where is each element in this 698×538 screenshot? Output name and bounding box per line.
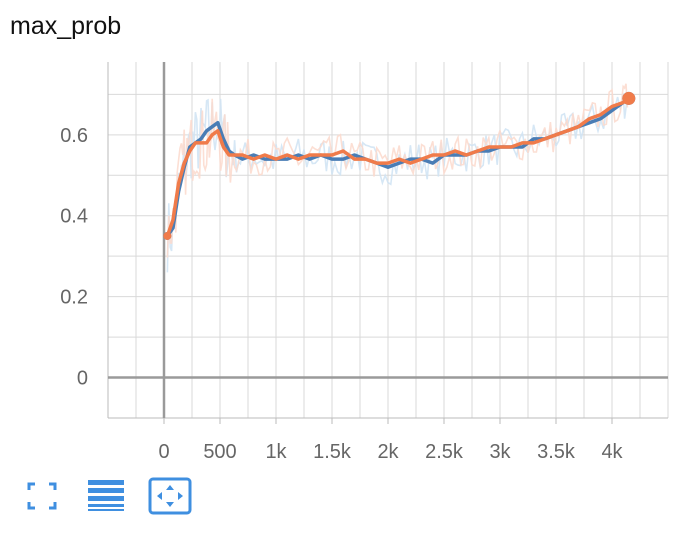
x-tick-label: 4k [601,441,623,463]
fullscreen-button[interactable] [24,476,68,516]
tick-labels: 0 0.2 0.4 0.6 0 500 1k 1.5k 2k 2.5k 3k 3.5k 4k [60,125,623,463]
y-tick-label: 0 [77,368,88,390]
x-tick-label: 2.5k [425,441,464,463]
y-tick-label: 0.4 [60,206,88,228]
x-tick-label: 2k [377,441,399,463]
max-prob-line-chart: 0 0.2 0.4 0.6 0 500 1k 1.5k 2k 2.5k 3k 3.5k 4k [60,62,669,463]
fullscreen-icon [27,482,57,510]
y-tick-label: 0.6 [60,125,88,147]
raw-band-0 [166,93,629,273]
fit-domain-button[interactable] [148,476,192,516]
series-lines [163,91,636,240]
x-tick-label: 1k [265,441,287,463]
x-tick-label: 0 [158,441,169,463]
series-line-1[interactable] [165,96,631,238]
x-tick-label: 1.5k [313,441,352,463]
data-list-icon [88,480,124,511]
chart-title: max_prob [10,12,122,40]
x-tick-label: 3.5k [537,441,576,463]
series-end-point-1[interactable] [622,91,636,105]
x-tick-label: 3k [489,441,511,463]
toggle-data-list-button[interactable] [86,476,130,516]
grid-lines [107,62,669,419]
raw-data-bands [166,83,629,273]
series-start-point-1 [163,231,172,240]
x-tick-label: 500 [203,441,236,463]
fit-domain-icon [148,477,192,515]
y-tick-label: 0.2 [60,287,88,309]
